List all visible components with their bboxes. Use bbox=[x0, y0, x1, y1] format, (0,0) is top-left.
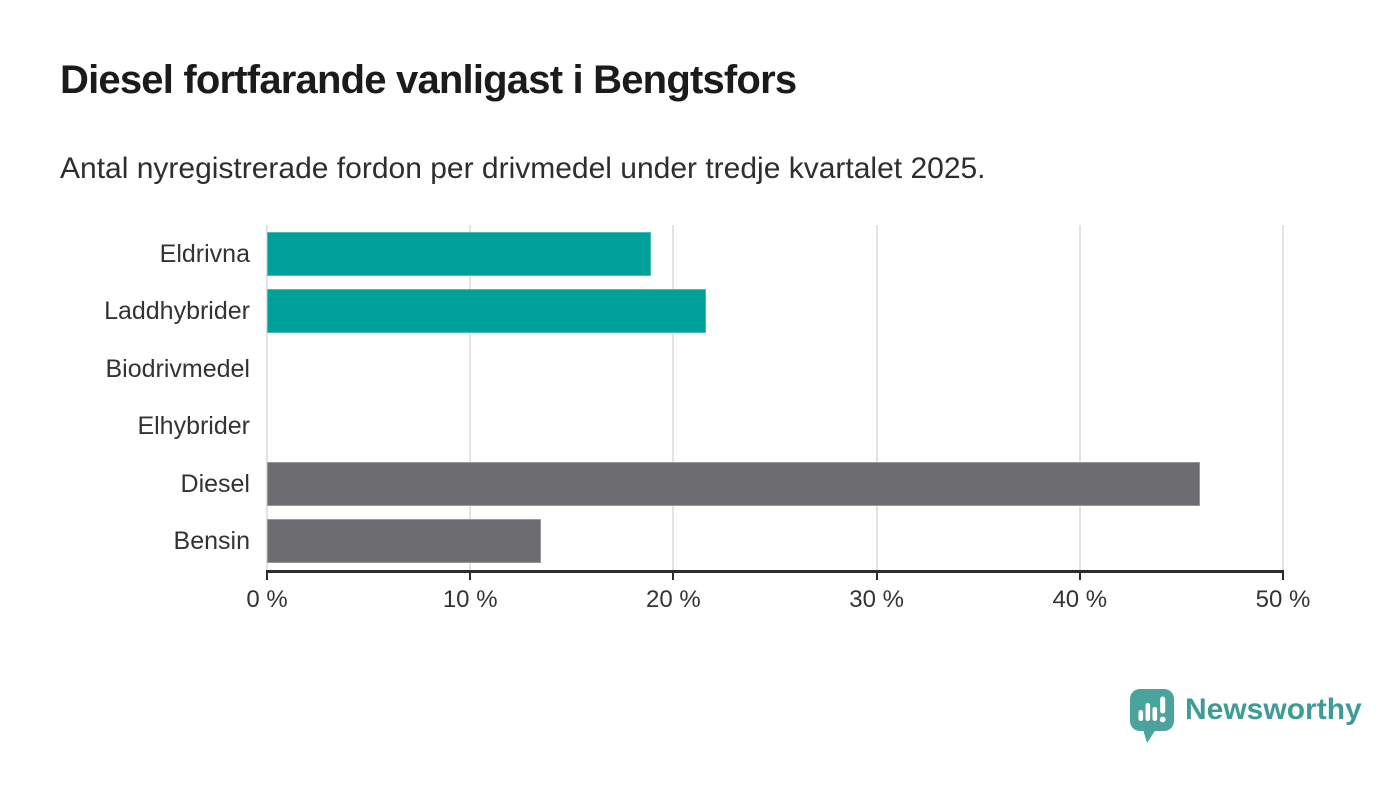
newsworthy-logo-text: Newsworthy bbox=[1185, 693, 1362, 726]
category-label-bensin: Bensin bbox=[173, 527, 250, 556]
x-tick-label-30: 30 % bbox=[849, 586, 904, 613]
bar-diesel bbox=[267, 461, 1200, 506]
newsworthy-logo-icon bbox=[1130, 689, 1174, 743]
category-label-elhybrider: Elhybrider bbox=[137, 412, 250, 441]
gridline-30 bbox=[875, 225, 878, 570]
x-tick-40 bbox=[1078, 570, 1081, 580]
chart-title: Diesel fortfarande vanligast i Bengtsfor… bbox=[60, 58, 797, 102]
x-tick-label-20: 20 % bbox=[646, 586, 701, 613]
category-label-laddhybrider: Laddhybrider bbox=[104, 297, 250, 326]
x-axis-line bbox=[266, 570, 1284, 573]
footer-brand: Newsworthy bbox=[1129, 688, 1362, 744]
plot-area bbox=[266, 225, 1284, 570]
x-tick-20 bbox=[672, 570, 675, 580]
x-tick-0 bbox=[266, 570, 268, 580]
category-label-biodrivmedel: Biodrivmedel bbox=[105, 354, 250, 383]
gridline-50 bbox=[1282, 225, 1284, 570]
bar-laddhybrider bbox=[267, 289, 706, 334]
category-label-eldrivna: Eldrivna bbox=[159, 239, 250, 268]
x-tick-label-40: 40 % bbox=[1052, 586, 1108, 613]
gridline-10 bbox=[469, 225, 472, 570]
bar-eldrivna bbox=[267, 231, 652, 276]
bar-bensin bbox=[267, 519, 542, 564]
chart-subtitle: Antal nyregistrerade fordon per drivmede… bbox=[60, 152, 986, 185]
x-tick-30 bbox=[875, 570, 878, 580]
gridline-20 bbox=[672, 225, 675, 570]
x-tick-label-50: 50 % bbox=[1255, 586, 1311, 613]
gridline-0 bbox=[266, 225, 268, 570]
category-label-diesel: Diesel bbox=[180, 469, 250, 498]
gridline-40 bbox=[1078, 225, 1081, 570]
x-tick-50 bbox=[1282, 570, 1284, 580]
x-tick-label-10: 10 % bbox=[442, 586, 498, 613]
x-tick-label-0: 0 % bbox=[246, 586, 288, 613]
x-tick-10 bbox=[469, 570, 472, 580]
